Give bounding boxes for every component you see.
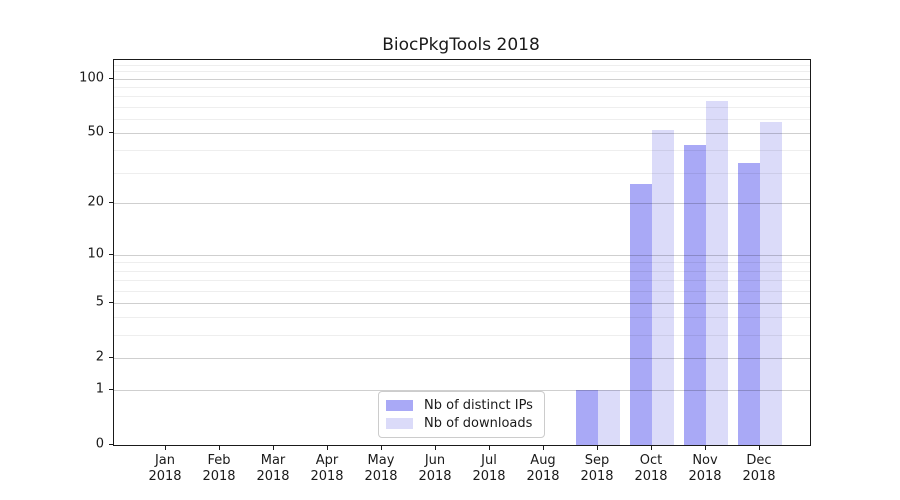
gridline-minor	[114, 335, 810, 336]
x-tick-mark	[651, 445, 652, 450]
x-tick-label-jul: Jul 2018	[472, 453, 506, 484]
x-tick-label-mar: Mar 2018	[256, 453, 290, 484]
gridline-minor	[114, 172, 810, 174]
y-tick-mark	[109, 389, 114, 390]
legend: Nb of distinct IPs Nb of downloads	[378, 391, 545, 438]
gridline-major	[114, 357, 810, 359]
x-tick-label-jun: Jun 2018	[418, 453, 452, 484]
x-tick-label-oct: Oct 2018	[634, 453, 668, 484]
y-tick-label: 20	[87, 194, 104, 210]
bar-distinct-ips-oct	[630, 183, 652, 445]
legend-swatch-distinct-ips-icon	[386, 400, 413, 412]
legend-entry-distinct-ips: Nb of distinct IPs	[386, 397, 536, 414]
x-tick-mark	[489, 445, 490, 450]
bar-downloads-nov	[706, 101, 728, 445]
y-tick-label: 1	[95, 381, 104, 397]
y-tick-mark	[109, 301, 114, 303]
bar-downloads-dec	[760, 121, 782, 445]
gridline-minor	[114, 280, 810, 281]
x-tick-mark	[543, 445, 544, 450]
x-tick-label-dec: Dec 2018	[742, 453, 776, 484]
legend-entry-downloads: Nb of downloads	[386, 415, 536, 432]
x-tick-mark	[165, 445, 166, 450]
x-tick-mark	[759, 445, 760, 450]
gridline-minor	[114, 150, 810, 152]
gridline-major	[114, 78, 810, 80]
y-tick-mark	[109, 356, 114, 358]
y-tick-mark	[109, 253, 114, 255]
x-tick-mark	[597, 445, 598, 450]
gridline-minor	[114, 118, 810, 120]
x-tick-label-feb: Feb 2018	[202, 453, 236, 484]
gridline-minor	[114, 317, 810, 319]
chart-title: BiocPkgTools 2018	[382, 35, 540, 55]
bar-distinct-ips-dec	[738, 162, 760, 445]
x-tick-label-jan: Jan 2018	[148, 453, 182, 484]
x-tick-mark	[381, 445, 382, 450]
gridline-minor	[114, 270, 810, 272]
gridline-minor	[114, 290, 810, 292]
y-tick-label: 2	[95, 349, 104, 365]
x-tick-mark	[219, 445, 220, 450]
gridline-major	[114, 390, 810, 391]
y-tick-label: 100	[79, 70, 104, 86]
plot-area	[113, 59, 811, 446]
y-tick-mark	[109, 444, 114, 445]
x-tick-label-nov: Nov 2018	[688, 453, 722, 484]
legend-swatch-downloads-icon	[386, 417, 413, 429]
bar-downloads-oct	[652, 130, 674, 445]
y-tick-mark	[109, 132, 114, 133]
gridline-minor	[114, 71, 810, 73]
x-tick-label-may: May 2018	[364, 453, 398, 484]
x-tick-mark	[435, 445, 436, 450]
y-tick-mark	[109, 202, 114, 204]
gridline-minor	[114, 106, 810, 108]
legend-label-distinct-ips: Nb of distinct IPs	[424, 398, 533, 414]
gridline-major	[114, 302, 810, 304]
y-tick-label: 5	[95, 294, 104, 310]
x-tick-label-apr: Apr 2018	[310, 453, 344, 484]
y-tick-mark	[109, 77, 114, 79]
gridline-minor	[114, 262, 810, 264]
y-tick-label: 0	[95, 436, 104, 452]
gridline-major	[114, 254, 810, 256]
bar-downloads-sep	[598, 390, 620, 445]
legend-label-downloads: Nb of downloads	[424, 415, 533, 431]
y-tick-label: 10	[87, 246, 104, 262]
x-tick-mark	[273, 445, 274, 450]
x-tick-mark	[705, 445, 706, 450]
bar-distinct-ips-sep	[576, 390, 598, 445]
bar-distinct-ips-nov	[684, 144, 706, 445]
gridline-minor	[114, 87, 810, 89]
gridline-minor	[114, 96, 810, 98]
gridline-major	[114, 133, 810, 134]
y-tick-label: 50	[87, 124, 104, 140]
gridline-minor	[114, 64, 810, 66]
gridline-major	[114, 203, 810, 205]
x-tick-label-aug: Aug 2018	[526, 453, 560, 484]
x-tick-label-sep: Sep 2018	[580, 453, 614, 484]
x-tick-mark	[327, 445, 328, 450]
